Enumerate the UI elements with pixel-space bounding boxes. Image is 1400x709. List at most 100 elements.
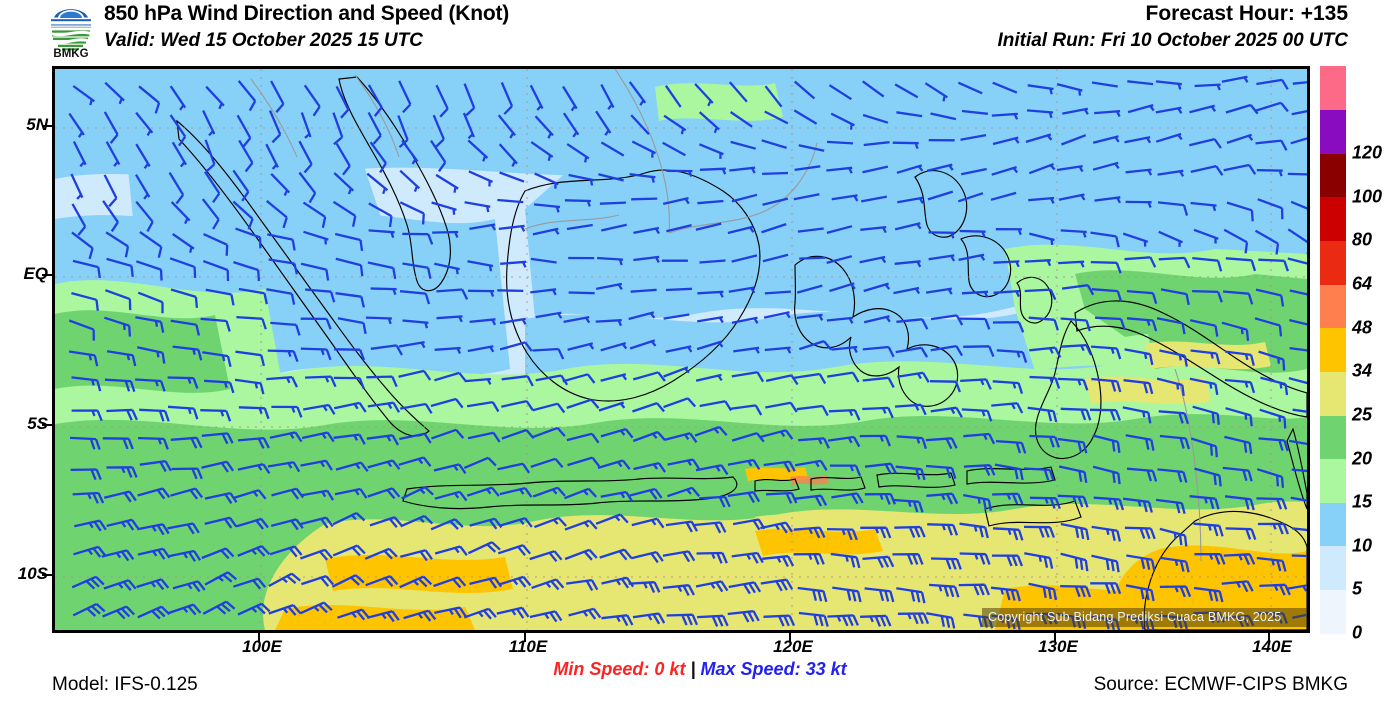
wind-barb xyxy=(136,346,166,364)
wind-barb xyxy=(662,550,696,563)
wind-barb xyxy=(863,141,890,147)
wind-barb xyxy=(270,173,291,196)
wind-barb xyxy=(1027,406,1058,423)
y-tick-10s xyxy=(42,574,52,576)
wind-barb xyxy=(103,490,137,503)
wind-barb xyxy=(139,231,163,258)
wind-barb xyxy=(893,498,924,513)
wind-barb xyxy=(398,369,432,381)
wind-barb xyxy=(927,523,959,536)
wind-barb xyxy=(467,541,501,555)
wind-barb xyxy=(729,404,763,416)
colorbar-tick-25: 25 xyxy=(1352,404,1373,425)
wind-barb xyxy=(963,464,996,476)
wind-barb xyxy=(201,547,235,560)
wind-barb xyxy=(992,527,1024,541)
wind-barb xyxy=(369,141,387,174)
wind-barb xyxy=(1122,406,1152,424)
wind-barb xyxy=(232,169,250,202)
wind-barb xyxy=(628,81,647,106)
wind-barb xyxy=(500,260,527,268)
wind-barb xyxy=(135,174,151,200)
wind-barb xyxy=(633,255,660,263)
wind-barb xyxy=(928,254,956,262)
wind-barb xyxy=(102,437,134,450)
wind-barb xyxy=(959,317,991,330)
wind-barb xyxy=(959,522,989,539)
wind-barb xyxy=(1060,522,1090,541)
wind-barb xyxy=(994,463,1024,481)
wind-barb xyxy=(1256,497,1288,510)
wind-barb xyxy=(826,255,853,265)
wind-barb xyxy=(332,544,366,557)
wind-barb xyxy=(665,520,699,533)
wind-barb xyxy=(924,82,948,102)
wind-barb xyxy=(1290,200,1307,210)
wind-barb xyxy=(467,431,501,443)
wind-barb xyxy=(860,614,892,627)
wind-barb xyxy=(334,348,366,361)
colorbar-tick-64: 64 xyxy=(1352,273,1373,294)
wind-barb xyxy=(169,257,197,278)
wind-barb xyxy=(501,399,534,411)
wind-barb xyxy=(335,292,366,308)
wind-barb xyxy=(862,555,895,569)
wind-barb xyxy=(1292,81,1307,85)
wind-barb xyxy=(167,376,199,389)
wind-barb xyxy=(727,458,761,470)
wind-barb xyxy=(204,571,238,586)
wind-barb xyxy=(1090,345,1122,360)
wind-barb xyxy=(697,315,724,324)
wind-barb xyxy=(797,586,828,603)
wind-barb xyxy=(1226,133,1254,144)
svg-text:BMKG: BMKG xyxy=(53,48,88,58)
wind-barb xyxy=(530,257,557,264)
colorbar-tick-0: 0 xyxy=(1352,622,1363,643)
colorbar-segment-top xyxy=(1320,66,1346,111)
wind-barb xyxy=(896,111,923,118)
wind-barb xyxy=(466,400,500,413)
wind-barb xyxy=(204,379,235,394)
wind-barb xyxy=(600,341,628,352)
wind-barb xyxy=(530,141,554,161)
wind-barb xyxy=(235,517,269,530)
wind-barb xyxy=(862,165,889,174)
wind-barb xyxy=(1255,288,1285,307)
wind-barb xyxy=(333,376,365,389)
wind-barb xyxy=(697,199,724,205)
wind-barb xyxy=(102,605,136,620)
colorbar-tick-5: 5 xyxy=(1352,578,1363,599)
wind-barb xyxy=(695,580,729,593)
wind-barb xyxy=(862,113,889,124)
wind-barb xyxy=(464,201,491,213)
wind-barb xyxy=(71,575,105,590)
wind-barb xyxy=(829,464,862,477)
wind-barb xyxy=(828,408,861,421)
wind-barb xyxy=(1090,260,1122,274)
wind-barb xyxy=(1159,349,1188,367)
wind-barb xyxy=(1189,319,1219,337)
wind-barb xyxy=(793,109,818,125)
wind-barb xyxy=(597,256,624,266)
wind-barb xyxy=(1256,78,1289,90)
wind-barb xyxy=(300,516,334,529)
map-plot-area[interactable]: Copyright Sub Bidang Prediksi Cuaca BMKG… xyxy=(52,66,1310,633)
x-tick-110e xyxy=(524,633,526,642)
wind-barb xyxy=(1124,348,1154,366)
wind-barb xyxy=(1029,346,1062,358)
wind-barb xyxy=(1189,137,1222,149)
wind-barb xyxy=(237,602,271,616)
colorbar-segment-48 xyxy=(1320,284,1346,329)
wind-barb xyxy=(595,513,629,525)
wind-barb xyxy=(793,193,820,201)
wind-barb xyxy=(167,405,199,420)
wind-barb xyxy=(827,371,860,383)
wind-barb xyxy=(760,521,793,534)
wind-barb xyxy=(1095,316,1126,330)
wind-barb xyxy=(233,261,261,282)
wind-barb xyxy=(631,197,658,201)
wind-barb xyxy=(236,315,267,330)
wind-barb xyxy=(201,432,234,445)
wind-barb xyxy=(171,467,203,480)
wind-barb xyxy=(959,229,986,238)
